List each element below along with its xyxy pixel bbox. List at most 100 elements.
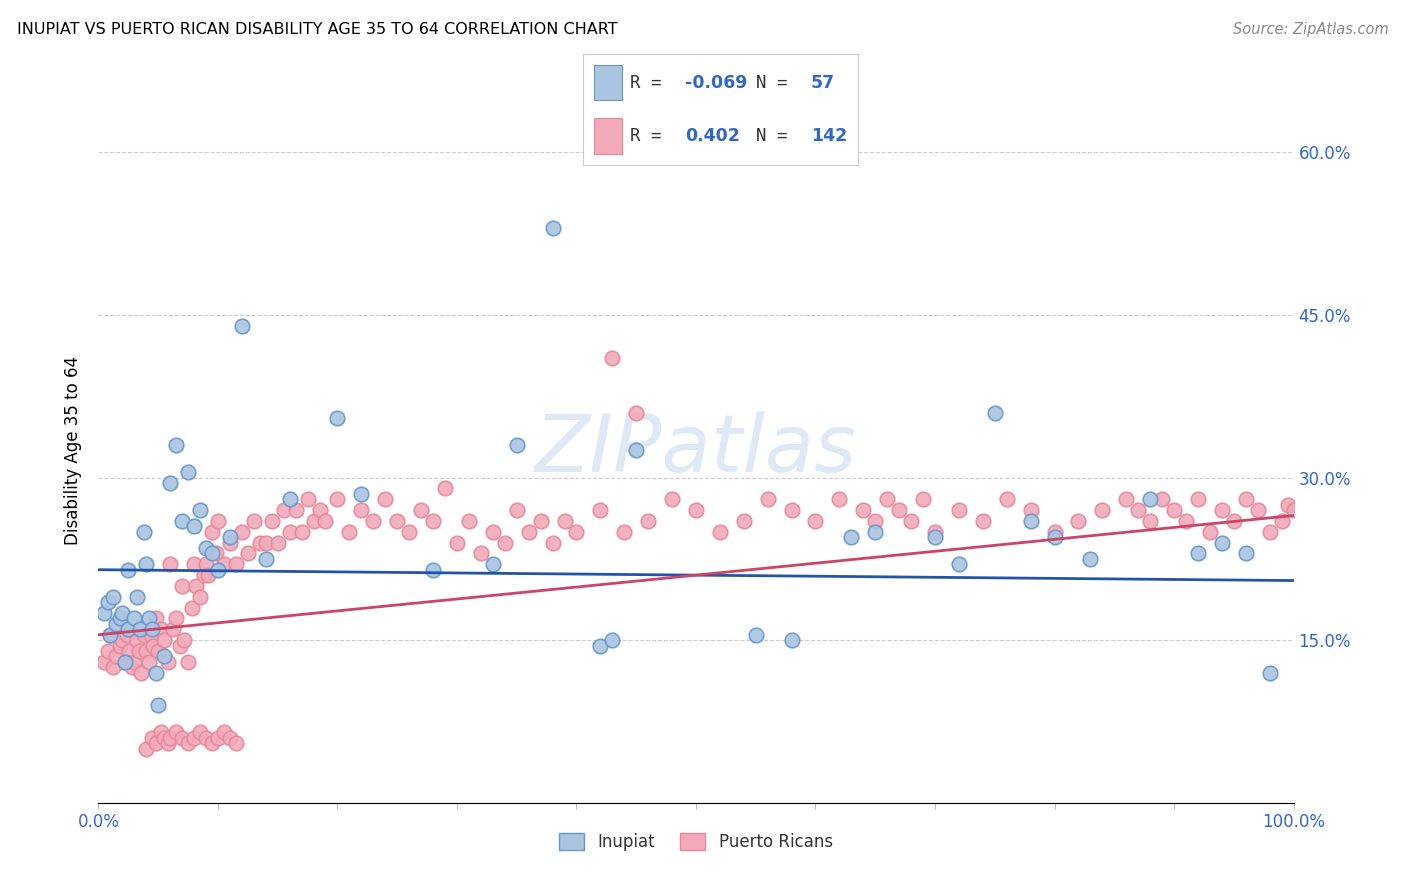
Puerto Ricans <box>225 736 247 750</box>
Inupiat <box>231 318 253 333</box>
Puerto Ricans <box>231 524 253 539</box>
Puerto Ricans <box>458 514 481 528</box>
Inupiat <box>98 628 122 642</box>
Puerto Ricans <box>326 492 349 507</box>
Puerto Ricans <box>1152 492 1174 507</box>
Legend: Inupiat, Puerto Ricans: Inupiat, Puerto Ricans <box>553 826 839 858</box>
Puerto Ricans <box>995 492 1018 507</box>
Puerto Ricans <box>183 731 205 745</box>
Puerto Ricans <box>153 633 176 648</box>
Puerto Ricans <box>315 514 337 528</box>
Puerto Ricans <box>115 628 138 642</box>
Inupiat <box>148 698 170 713</box>
Inupiat <box>117 563 139 577</box>
Puerto Ricans <box>153 731 176 745</box>
Puerto Ricans <box>172 579 194 593</box>
Puerto Ricans <box>180 600 202 615</box>
Puerto Ricans <box>924 524 946 539</box>
Puerto Ricans <box>135 644 157 658</box>
Bar <box>595 119 621 154</box>
Puerto Ricans <box>212 558 235 572</box>
Puerto Ricans <box>554 514 576 528</box>
Puerto Ricans <box>385 514 409 528</box>
Puerto Ricans <box>105 649 128 664</box>
Inupiat <box>183 519 205 533</box>
Puerto Ricans <box>481 524 505 539</box>
Inupiat <box>132 524 155 539</box>
Inupiat <box>101 590 124 604</box>
Inupiat <box>1080 552 1102 566</box>
Inupiat <box>188 503 211 517</box>
Puerto Ricans <box>637 514 659 528</box>
Inupiat <box>201 546 224 560</box>
Puerto Ricans <box>411 503 433 517</box>
Puerto Ricans <box>626 405 648 419</box>
Puerto Ricans <box>1091 503 1114 517</box>
Puerto Ricans <box>284 503 307 517</box>
Puerto Ricans <box>948 503 970 517</box>
Puerto Ricans <box>225 558 247 572</box>
Inupiat <box>124 611 146 625</box>
Puerto Ricans <box>733 514 755 528</box>
Puerto Ricans <box>565 524 588 539</box>
Puerto Ricans <box>111 633 134 648</box>
Puerto Ricans <box>613 524 636 539</box>
Puerto Ricans <box>118 644 141 658</box>
Inupiat <box>219 530 242 544</box>
Puerto Ricans <box>159 731 181 745</box>
Puerto Ricans <box>195 731 218 745</box>
Puerto Ricans <box>900 514 922 528</box>
Puerto Ricans <box>1247 503 1270 517</box>
Puerto Ricans <box>1282 503 1305 517</box>
Inupiat <box>117 623 139 637</box>
Inupiat <box>195 541 218 555</box>
Inupiat <box>865 524 887 539</box>
Text: -0.069: -0.069 <box>685 73 748 92</box>
Puerto Ricans <box>297 492 319 507</box>
Inupiat <box>278 492 301 507</box>
Puerto Ricans <box>138 655 160 669</box>
Puerto Ricans <box>876 492 898 507</box>
Inupiat <box>145 665 167 680</box>
Puerto Ricans <box>243 514 266 528</box>
Inupiat <box>1139 492 1161 507</box>
Puerto Ricans <box>201 524 224 539</box>
Puerto Ricans <box>177 736 200 750</box>
Text: R =: R = <box>630 73 672 92</box>
Puerto Ricans <box>183 558 205 572</box>
Puerto Ricans <box>207 514 229 528</box>
Puerto Ricans <box>98 628 122 642</box>
Y-axis label: Disability Age 35 to 64: Disability Age 35 to 64 <box>65 356 83 545</box>
Puerto Ricans <box>156 736 179 750</box>
Inupiat <box>1187 546 1209 560</box>
Puerto Ricans <box>148 644 170 658</box>
Puerto Ricans <box>1199 524 1222 539</box>
Puerto Ricans <box>308 503 330 517</box>
Inupiat <box>135 558 157 572</box>
Inupiat <box>141 623 163 637</box>
Puerto Ricans <box>101 660 124 674</box>
Inupiat <box>841 530 863 544</box>
Puerto Ricans <box>177 655 200 669</box>
Puerto Ricans <box>108 639 131 653</box>
Puerto Ricans <box>149 725 172 739</box>
Puerto Ricans <box>172 731 194 745</box>
Puerto Ricans <box>128 644 150 658</box>
Puerto Ricans <box>1258 524 1281 539</box>
Puerto Ricans <box>1175 514 1198 528</box>
Puerto Ricans <box>201 736 224 750</box>
Puerto Ricans <box>1067 514 1090 528</box>
Puerto Ricans <box>804 514 827 528</box>
Puerto Ricans <box>159 558 181 572</box>
Puerto Ricans <box>165 725 187 739</box>
Inupiat <box>506 438 529 452</box>
Puerto Ricans <box>506 503 529 517</box>
Text: N =: N = <box>756 127 799 145</box>
Puerto Ricans <box>517 524 540 539</box>
Inupiat <box>422 563 444 577</box>
Text: Source: ZipAtlas.com: Source: ZipAtlas.com <box>1233 22 1389 37</box>
Puerto Ricans <box>278 524 301 539</box>
Inupiat <box>745 628 768 642</box>
Puerto Ricans <box>661 492 683 507</box>
Puerto Ricans <box>374 492 396 507</box>
